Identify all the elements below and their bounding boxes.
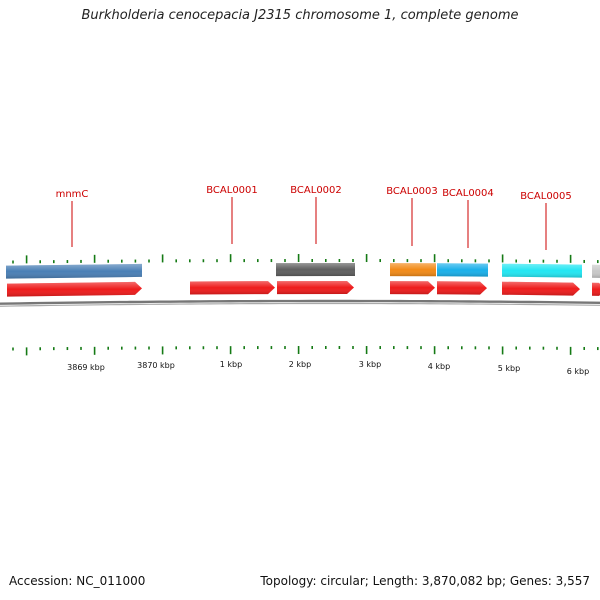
- feature-track: [6, 263, 600, 279]
- cds-arrow-mnmc-shade: [7, 281, 142, 297]
- gene-label: BCAL0004: [442, 188, 494, 199]
- scale-labels: 3869 kbp 3870 kbp 1 kbp 2 kbp 3 kbp 4 kbp 5 kb…: [67, 360, 589, 376]
- bcal0004-gene-block-shade: [437, 263, 488, 277]
- gene-label-leaders: [71, 197, 547, 250]
- scale-label: 2 kbp: [289, 360, 311, 369]
- backbone-line: [0, 299, 600, 305]
- chromosome-backbone: [0, 299, 600, 307]
- cds-arrow-bcal0001-shade: [190, 281, 275, 295]
- mnmc-gene-block-shade: [6, 263, 142, 279]
- genome-summary-text: Topology: circular; Length: 3,870,082 bp…: [260, 574, 590, 588]
- bcal0003-gene-block-shade: [390, 263, 436, 277]
- scale-label: 3869 kbp: [67, 363, 105, 372]
- cds-arrow-next-shade: [592, 282, 600, 296]
- gene-label: BCAL0005: [520, 191, 572, 202]
- gene-labels: mnmC BCAL0001 BCAL0002 BCAL0003 BCAL0004 BCAL…: [56, 185, 572, 202]
- gene-label: mnmC: [56, 189, 89, 200]
- bottom-tick-track: [12, 346, 599, 356]
- gene-label: BCAL0001: [206, 185, 258, 196]
- scale-label: 4 kbp: [428, 362, 450, 371]
- scale-label: 1 kbp: [220, 360, 242, 369]
- cds-arrow-bcal0003-shade: [390, 281, 435, 295]
- gene-label: BCAL0003: [386, 186, 438, 197]
- cds-arrow-bcal0004-shade: [437, 281, 487, 295]
- gene-label: BCAL0002: [290, 185, 342, 196]
- cds-arrow-bcal0002-shade: [277, 281, 354, 295]
- map-title: Burkholderia cenocepacia J2315 chromosom…: [81, 8, 519, 23]
- scale-label: 5 kbp: [498, 364, 520, 373]
- scale-label: 3870 kbp: [137, 361, 175, 370]
- cds-track: [7, 281, 600, 297]
- next-gene-block-shade: [592, 264, 600, 278]
- scale-label: 3 kbp: [359, 360, 381, 369]
- bcal0005-gene-block-shade: [502, 263, 582, 278]
- accession-text: Accession: NC_011000: [9, 574, 146, 588]
- cds-arrow-bcal0005-shade: [502, 281, 580, 296]
- scale-label: 6 kbp: [567, 367, 589, 376]
- bcal0002-gene-block-shade: [276, 263, 355, 277]
- backbone-shadow: [0, 302, 600, 307]
- top-tick-track: [12, 254, 599, 264]
